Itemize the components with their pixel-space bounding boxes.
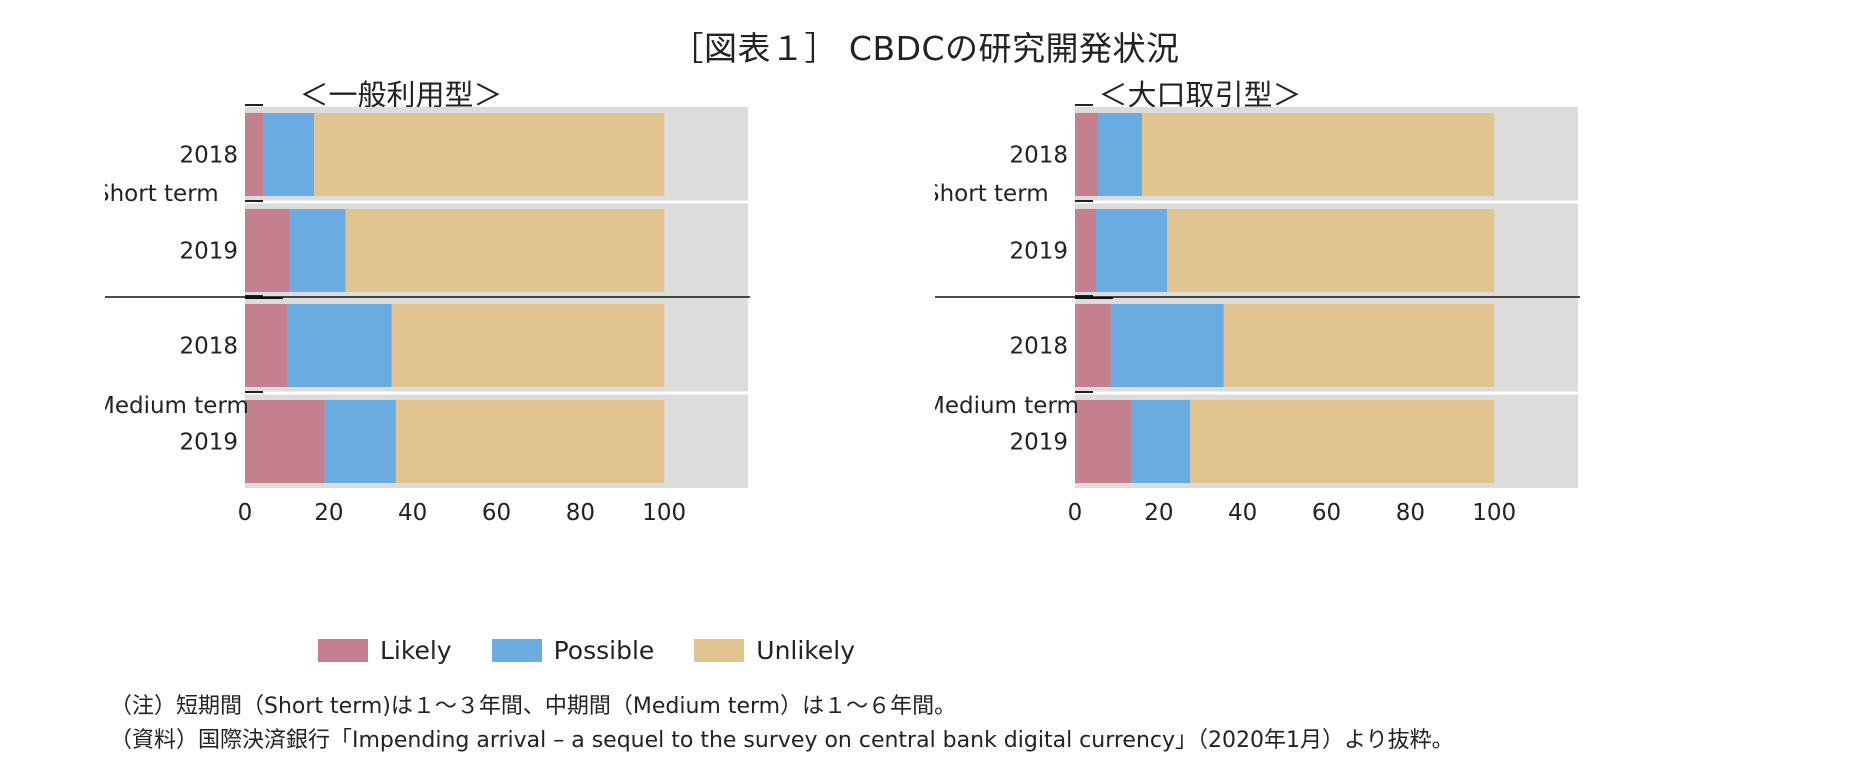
x-tick-label: 80 — [566, 500, 595, 526]
category-label: 2018 — [1009, 143, 1068, 169]
legend: Likely Possible Unlikely — [318, 636, 855, 665]
note-definition: （注）短期間（Short term)は１～３年間、中期間（Medium term… — [110, 694, 957, 719]
bar-segment-possible — [1110, 304, 1224, 387]
legend-swatch-unlikely — [694, 639, 745, 662]
legend-label-unlikely: Unlikely — [756, 636, 856, 665]
x-tick-label: 100 — [642, 500, 686, 526]
bar-segment-possible — [1131, 400, 1191, 483]
bar-segment-likely — [1075, 113, 1099, 196]
x-tick-label: 60 — [482, 500, 511, 526]
legend-label-possible: Possible — [553, 636, 655, 665]
legend-swatch-likely — [318, 639, 368, 662]
bar-segment-possible — [289, 209, 346, 292]
category-label: 2019 — [179, 239, 238, 265]
x-tick-label: 0 — [1068, 500, 1083, 526]
figure-title: ［図表１］ CBDCの研究開発状況 — [670, 29, 1180, 68]
bar-segment-unlikely — [395, 400, 665, 483]
category-label: 2018 — [179, 143, 238, 169]
bar-segment-possible — [1095, 209, 1168, 292]
category-label: 2018 — [1009, 334, 1068, 360]
group-label-short: Short term — [935, 181, 1049, 207]
bar-segment-likely — [245, 400, 325, 483]
bar-segment-likely — [245, 304, 287, 387]
x-tick-label: 0 — [238, 500, 253, 526]
legend-item-possible: Possible — [491, 636, 655, 665]
x-tick-label: 60 — [1312, 500, 1341, 526]
group-label-medium: Medium term — [105, 393, 249, 419]
panel-title-retail: ＜一般利用型＞ — [299, 78, 503, 112]
bar-segment-possible — [286, 304, 392, 387]
panel-wholesale: ＜大口取引型＞ 2018 2019 2018 2019 Short term Medium… — [935, 0, 1785, 700]
category-label: 2019 — [1009, 239, 1068, 265]
x-tick-label: 40 — [398, 500, 427, 526]
x-tick-label: 80 — [1396, 500, 1425, 526]
bar-segment-likely — [1075, 400, 1132, 483]
bar-segment-possible — [1098, 113, 1143, 196]
bar-segment-likely — [1075, 209, 1096, 292]
legend-item-unlikely: Unlikely — [694, 636, 855, 665]
bar-segment-unlikely — [391, 304, 665, 387]
legend-swatch-possible — [491, 639, 542, 662]
bar-segment-unlikely — [314, 113, 665, 196]
bar-segment-unlikely — [1142, 113, 1495, 196]
chart-retail: 2018 2019 2018 2019 Short term Medium term 0 20… — [105, 104, 750, 526]
bar-segment-likely — [245, 113, 264, 196]
bar-segment-possible — [324, 400, 396, 483]
x-tick-label: 100 — [1472, 500, 1516, 526]
note-source: （資料）国際決済銀行「Impending arrival – a sequel … — [110, 728, 1454, 753]
chart-wholesale: 2018 2019 2018 2019 Short term Medium term 0 20… — [935, 104, 1580, 526]
x-tick-label: 20 — [1144, 500, 1173, 526]
panel-retail: ＜一般利用型＞ 2018 2019 2018 2019 Short term Medium… — [105, 0, 955, 700]
legend-label-likely: Likely — [380, 636, 452, 665]
bar-segment-likely — [1075, 304, 1111, 387]
category-label: 2019 — [1009, 430, 1068, 456]
bar-segment-unlikely — [345, 209, 665, 292]
x-tick-label: 20 — [314, 500, 343, 526]
legend-item-likely: Likely — [318, 636, 452, 665]
bar-segment-possible — [263, 113, 315, 196]
group-label-short: Short term — [105, 181, 219, 207]
bar-segment-unlikely — [1223, 304, 1495, 387]
group-label-medium: Medium term — [935, 393, 1079, 419]
bar-segment-likely — [245, 209, 290, 292]
category-label: 2019 — [179, 430, 238, 456]
category-label: 2018 — [179, 334, 238, 360]
x-tick-label: 40 — [1228, 500, 1257, 526]
bar-segment-unlikely — [1190, 400, 1495, 483]
bar-segment-unlikely — [1167, 209, 1495, 292]
panel-title-wholesale: ＜大口取引型＞ — [1098, 78, 1302, 112]
